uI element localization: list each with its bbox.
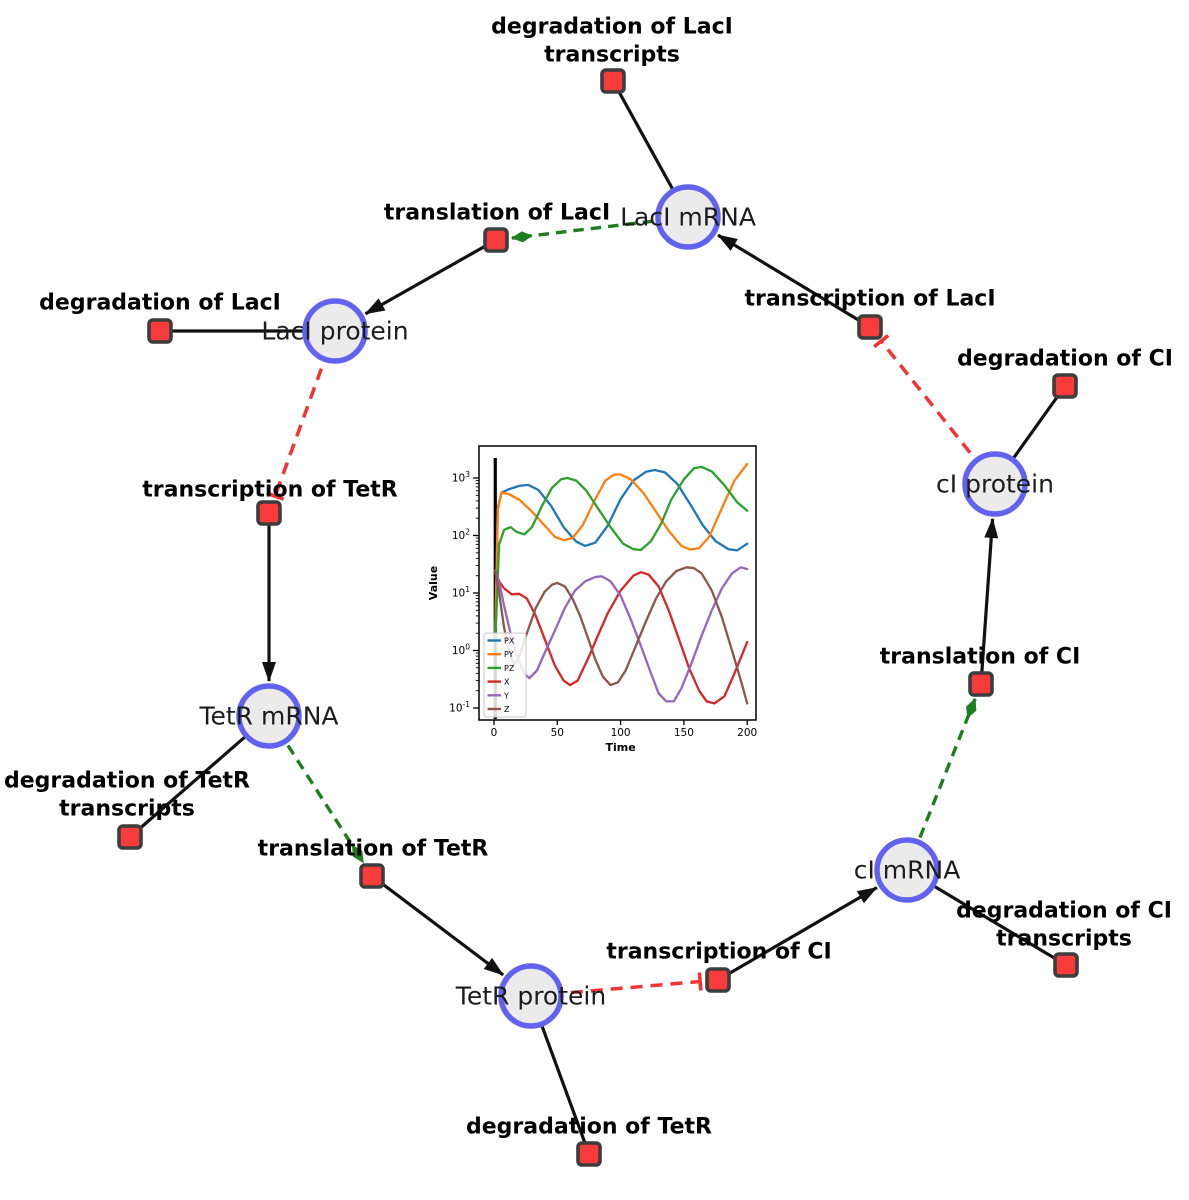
edge-production-translation-of-tetr--tetr-protein xyxy=(371,874,505,977)
reaction-node-transcription-of-tetr[interactable] xyxy=(256,500,282,526)
series-line-PX xyxy=(494,468,749,635)
reaction-node-translation-of-ci[interactable] xyxy=(968,671,994,697)
legend-label-PY: PY xyxy=(504,650,514,659)
species-label-tetr-mrna: TetR mRNA xyxy=(198,702,338,731)
reaction-label-degradation-of-tetr-transcripts-line1: transcripts xyxy=(59,797,195,822)
edge-production-transcription-of-ci--ci-mrna xyxy=(717,886,878,982)
edge-modifier-ci-mrna--translation-of-ci xyxy=(905,697,977,871)
reaction-label-degradation-of-ci-transcripts-line1: transcripts xyxy=(996,927,1132,952)
y-axis-title: Value xyxy=(427,566,440,600)
reaction-node-transcription-of-laci[interactable] xyxy=(857,314,883,340)
species-label-tetr-protein: TetR protein xyxy=(455,982,606,1011)
species-label-ci-protein: cI protein xyxy=(936,470,1054,499)
reaction-label-degradation-of-tetr-line0: degradation of TetR xyxy=(466,1115,712,1140)
x-tick-label: 50 xyxy=(551,727,564,739)
legend-label-X: X xyxy=(504,678,510,687)
legend-label-PZ: PZ xyxy=(504,664,515,673)
x-tick-label: 100 xyxy=(611,727,631,739)
axes-frame xyxy=(478,445,757,721)
time-series-plot-svg: 0 50 100 150 200 Time 103 102 101 100 10-1 Value PX P… xyxy=(427,445,757,754)
y-tick-label: 103 xyxy=(452,470,470,485)
reaction-node-degradation-of-tetr-transcripts[interactable] xyxy=(117,824,143,850)
reaction-node-degradation-of-laci[interactable] xyxy=(147,318,173,344)
reaction-label-translation-of-ci-line0: translation of CI xyxy=(880,645,1081,670)
reaction-label-transcription-of-laci-line0: transcription of LacI xyxy=(744,287,995,312)
y-tick-label: 10-1 xyxy=(449,700,470,715)
reaction-label-degradation-of-ci-line0: degradation of CI xyxy=(957,347,1173,372)
y-tick-label: 101 xyxy=(452,585,470,600)
x-tick-label: 150 xyxy=(674,727,694,739)
reaction-label-degradation-of-laci-transcripts-line1: transcripts xyxy=(544,43,680,68)
series-line-X xyxy=(494,571,749,705)
reaction-label-translation-of-tetr-line0: translation of TetR xyxy=(258,837,489,862)
species-label-laci-mrna: LacI mRNA xyxy=(620,203,756,232)
species-node-ci-mrna[interactable] xyxy=(874,837,940,903)
series-line-PZ xyxy=(494,465,749,642)
reaction-label-transcription-of-ci-line0: transcription of CI xyxy=(606,940,831,965)
reaction-node-degradation-of-tetr[interactable] xyxy=(576,1141,602,1167)
reaction-label-translation-of-laci-line0: translation of LacI xyxy=(384,201,610,226)
species-node-tetr-protein[interactable] xyxy=(498,963,564,1029)
time-series-plot: 0 50 100 150 200 Time 103 102 101 100 10-1 Value PX P… xyxy=(424,436,764,766)
edge-modifier-laci-mrna--translation-of-laci xyxy=(510,215,689,243)
reaction-label-transcription-of-tetr-line0: transcription of TetR xyxy=(142,478,398,503)
reaction-label-degradation-of-laci-line0: degradation of LacI xyxy=(39,291,281,316)
edge-production-transcription-of-laci--laci-mrna xyxy=(717,233,871,329)
species-label-ci-mrna: cI mRNA xyxy=(854,856,961,885)
reaction-node-transcription-of-ci[interactable] xyxy=(705,967,731,993)
reaction-label-degradation-of-tetr-transcripts-line0: degradation of TetR xyxy=(4,769,250,794)
legend-label-Z: Z xyxy=(504,705,510,714)
x-tick-label: 0 xyxy=(491,727,498,739)
series-line-Z xyxy=(494,566,749,705)
species-label-laci-protein: LacI protein xyxy=(261,317,408,346)
reaction-node-translation-of-tetr[interactable] xyxy=(359,863,385,889)
y-tick-label: 100 xyxy=(452,643,470,658)
legend-label-Y: Y xyxy=(503,691,509,700)
edge-modifier-tetr-mrna--translation-of-tetr xyxy=(267,715,365,864)
legend-label-PX: PX xyxy=(504,637,515,646)
x-tick-label: 200 xyxy=(737,727,757,739)
labels-layer: degradation of LacI transcripts translatio… xyxy=(4,15,1173,1140)
series-line-PY xyxy=(494,462,749,635)
species-node-laci-protein[interactable] xyxy=(302,298,368,364)
species-node-ci-protein[interactable] xyxy=(962,451,1028,517)
reaction-node-translation-of-laci[interactable] xyxy=(483,227,509,253)
edge-production-translation-of-ci--ci-protein xyxy=(979,517,999,685)
species-node-tetr-mrna[interactable] xyxy=(236,683,302,749)
reaction-node-degradation-of-ci[interactable] xyxy=(1052,373,1078,399)
edge-production-translation-of-laci--laci-protein xyxy=(364,238,497,316)
y-tick-label: 102 xyxy=(452,528,470,543)
reaction-node-degradation-of-laci-transcripts[interactable] xyxy=(600,68,626,94)
x-axis-title: Time xyxy=(605,741,635,754)
nodes-layer xyxy=(117,68,1079,1167)
species-node-laci-mrna[interactable] xyxy=(655,184,721,250)
reaction-node-degradation-of-ci-transcripts[interactable] xyxy=(1053,952,1079,978)
reaction-label-degradation-of-ci-transcripts-line0: degradation of CI xyxy=(956,899,1172,924)
reaction-label-degradation-of-laci-transcripts-line0: degradation of LacI xyxy=(491,15,733,40)
